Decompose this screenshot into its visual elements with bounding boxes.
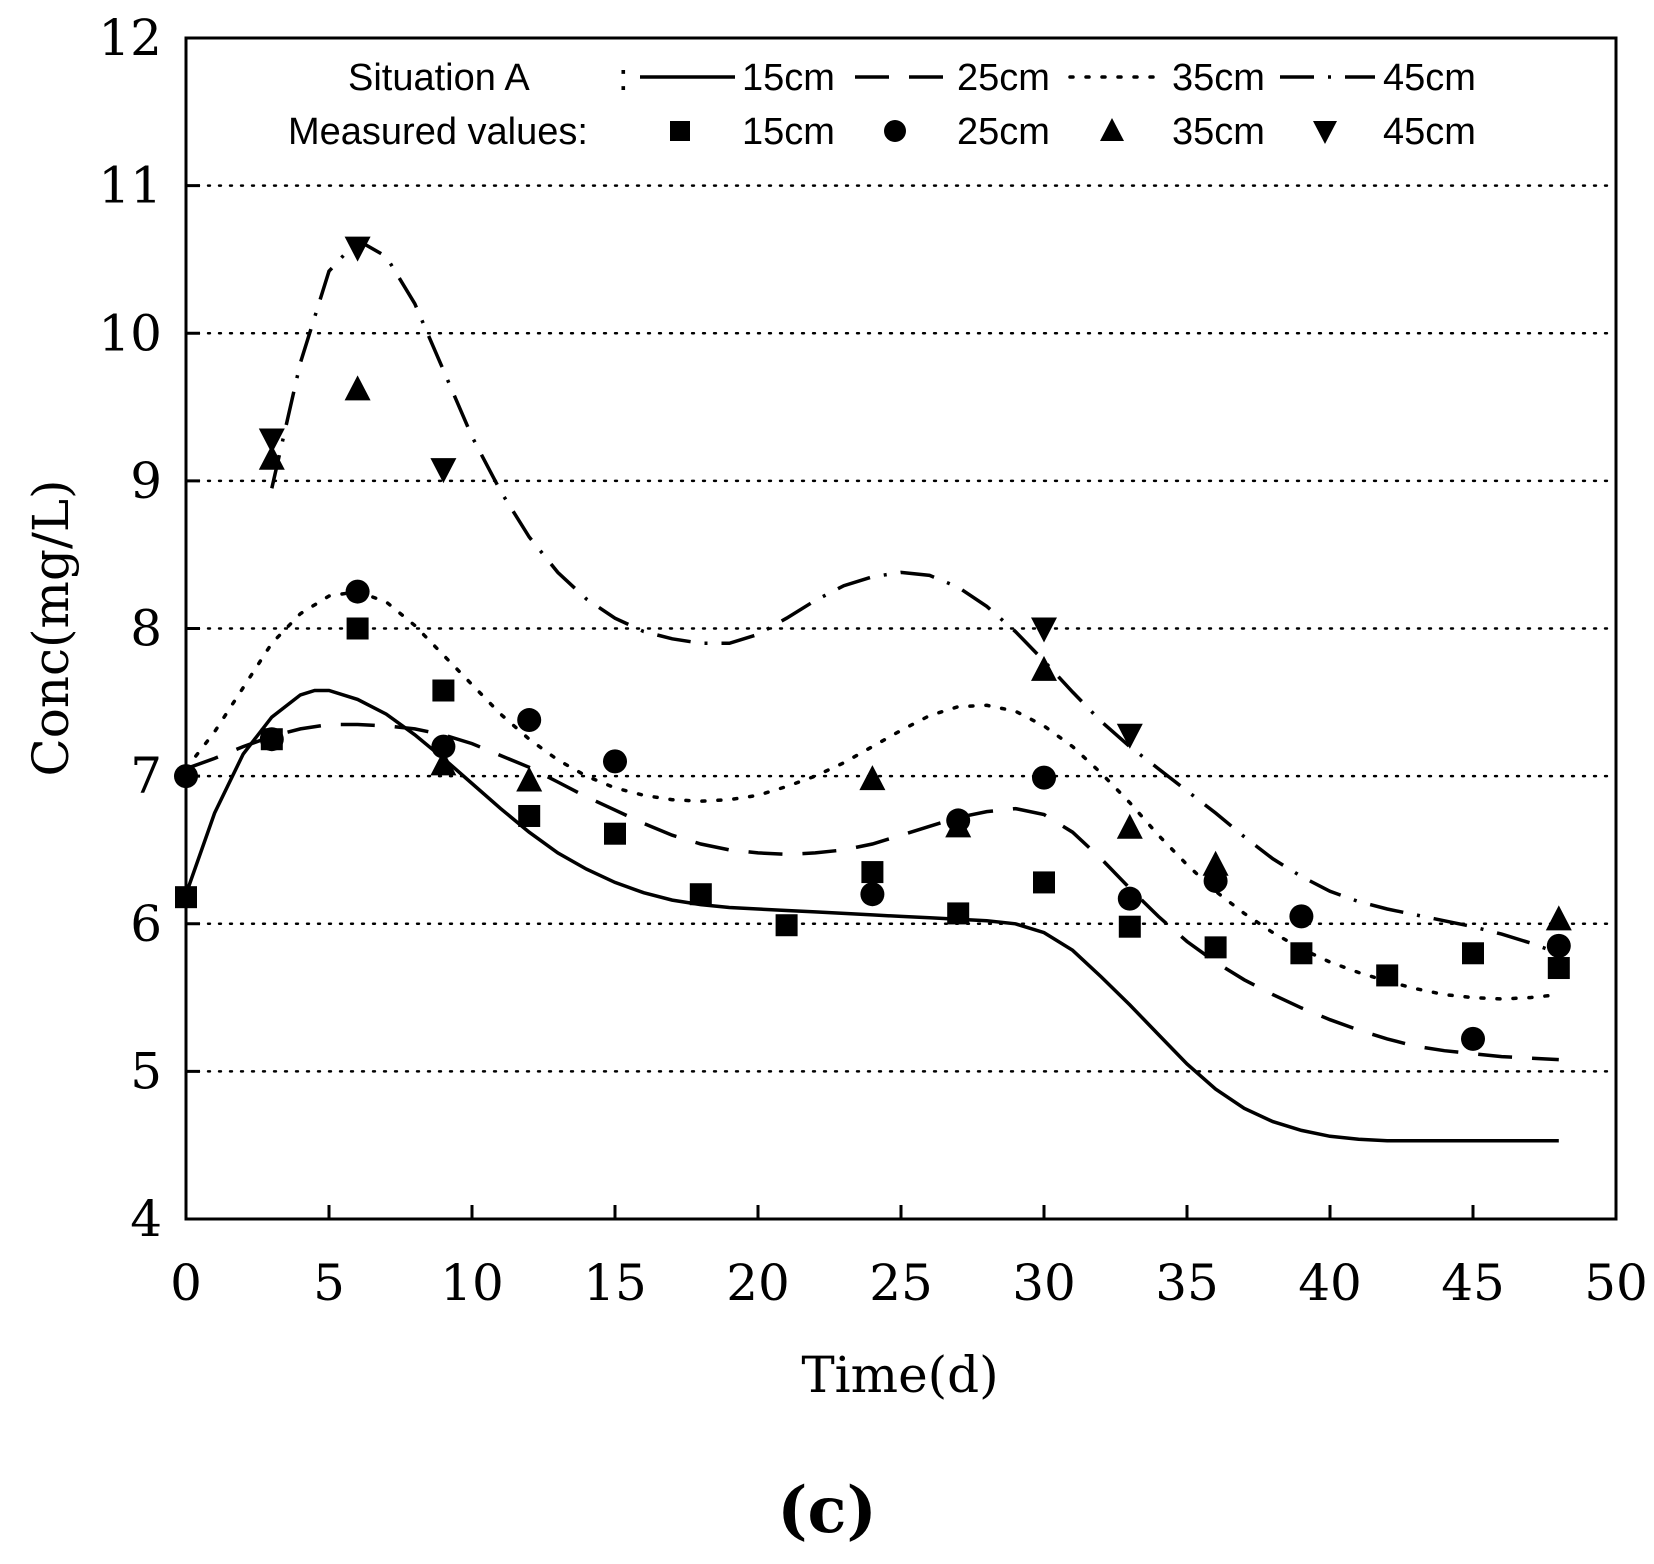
measured-point-45cm	[430, 458, 457, 484]
legend-measured-entry-label: 45cm	[1383, 111, 1476, 153]
legend-measured-entry-label: 15cm	[742, 111, 835, 153]
model-line-15cm	[184, 688, 1559, 1143]
y-tick-label: 10	[98, 304, 162, 362]
y-tick-label: 9	[130, 452, 162, 510]
measured-point-15cm	[604, 822, 626, 845]
x-tick-label: 15	[583, 1254, 647, 1312]
measured-point-35cm	[1202, 850, 1229, 876]
legend-entries: 15cm 15cm 25cm 25cm 35cm 35cm 45cm 45cm	[640, 57, 1476, 153]
legend-model-entry-label: 45cm	[1383, 57, 1476, 99]
measured-point-25cm	[603, 749, 627, 774]
plot-series	[184, 237, 1561, 1143]
legend-model-entry-label: 15cm	[742, 57, 835, 99]
measured-point-15cm	[775, 914, 798, 937]
measured-point-15cm	[1376, 964, 1399, 987]
measured-point-25cm	[431, 734, 456, 759]
measured-point-15cm	[1547, 957, 1570, 980]
measured-point-15cm	[1462, 942, 1484, 965]
measured-point-15cm	[346, 617, 369, 640]
y-tick-label: 12	[98, 9, 162, 67]
measured-point-15cm	[432, 679, 455, 702]
x-tick-label: 25	[869, 1254, 933, 1312]
measured-point-15cm	[861, 861, 884, 884]
measured-point-25cm	[860, 882, 885, 907]
y-tick-label: 6	[130, 895, 162, 953]
measured-point-15cm	[1118, 915, 1141, 938]
y-tick-label: 11	[98, 157, 162, 215]
legend-marker-35cm	[1100, 118, 1124, 141]
x-tick-label: 30	[1012, 1254, 1076, 1312]
measured-point-15cm	[1033, 871, 1055, 894]
measured-point-25cm	[345, 579, 370, 604]
legend-marker-25cm	[884, 120, 906, 142]
measured-point-45cm	[1116, 723, 1143, 749]
model-line-45cm	[270, 237, 1560, 955]
measured-point-25cm	[517, 708, 542, 733]
x-tick-label: 40	[1298, 1254, 1362, 1312]
measured-point-45cm	[1031, 617, 1057, 643]
legend-marker-15cm	[670, 121, 690, 141]
measured-point-25cm	[1032, 765, 1056, 790]
plot-markers	[174, 236, 1572, 1051]
measured-point-35cm	[344, 375, 371, 401]
x-tick-label: 20	[726, 1254, 790, 1312]
x-tick-label: 10	[440, 1254, 504, 1312]
legend-measured-label: Measured values:	[288, 111, 588, 153]
measured-point-15cm	[947, 902, 970, 925]
legend-model-entry-label: 25cm	[957, 57, 1050, 99]
measured-point-35cm	[430, 750, 457, 776]
x-axis-title: Time(d)	[801, 1346, 998, 1404]
legend-marker-45cm	[1313, 121, 1337, 144]
measured-point-15cm	[518, 804, 541, 827]
measured-point-35cm	[1116, 813, 1143, 839]
measured-point-35cm	[945, 812, 972, 838]
legend-model-separator: :	[618, 57, 629, 99]
measured-point-45cm	[344, 236, 371, 262]
measured-point-25cm	[1461, 1026, 1485, 1051]
legend-model-label: Situation A	[348, 57, 530, 99]
measured-point-35cm	[1031, 655, 1057, 681]
measured-point-15cm	[1204, 936, 1227, 959]
x-tick-label: 45	[1441, 1254, 1505, 1312]
measured-point-25cm	[1289, 904, 1314, 929]
measured-point-45cm	[258, 428, 285, 454]
model-line-25cm	[185, 722, 1559, 1062]
figure-caption: (c)	[777, 1473, 877, 1548]
legend: Situation A : Measured values: 15cm 15cm 2…	[288, 57, 1476, 153]
measured-point-25cm	[259, 727, 284, 752]
grid-lines	[184, 184, 1618, 1073]
x-tick-label: 0	[170, 1254, 202, 1312]
y-tick-label: 4	[130, 1190, 162, 1248]
legend-model-entry-label: 35cm	[1172, 57, 1265, 99]
x-tick-label: 35	[1155, 1254, 1219, 1312]
measured-point-35cm	[258, 444, 285, 470]
measured-point-35cm	[516, 766, 543, 792]
measured-point-35cm	[859, 765, 886, 791]
measured-point-15cm	[689, 883, 712, 906]
y-tick-label: 5	[130, 1042, 162, 1100]
measured-point-35cm	[1545, 905, 1572, 931]
x-tick-label: 5	[313, 1254, 345, 1312]
y-axis-title: Conc(mg/L)	[22, 479, 80, 776]
y-tick-label: 8	[130, 600, 162, 658]
legend-measured-entry-label: 25cm	[957, 111, 1050, 153]
legend-measured-entry-label: 35cm	[1172, 111, 1265, 153]
y-tick-label: 7	[130, 747, 162, 805]
measured-point-15cm	[1290, 942, 1313, 965]
model-line-35cm	[184, 589, 1561, 1001]
measured-point-25cm	[1546, 933, 1571, 958]
measured-point-25cm	[1117, 886, 1142, 911]
x-tick-label: 50	[1584, 1254, 1648, 1312]
